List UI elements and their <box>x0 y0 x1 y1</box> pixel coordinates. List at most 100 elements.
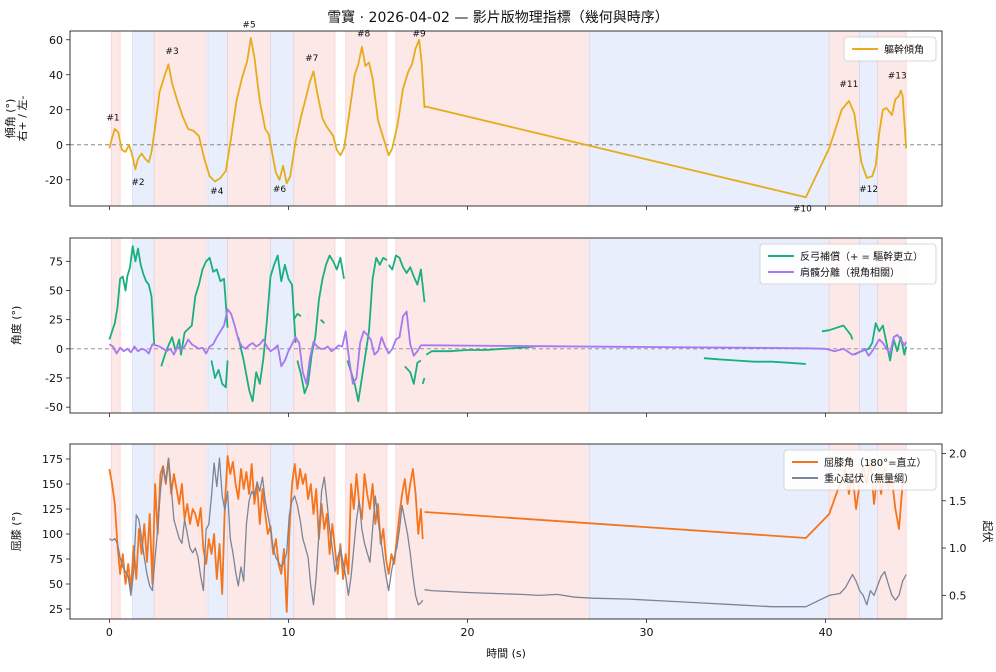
axes-frame <box>69 30 943 207</box>
series-1-line-segment <box>421 377 426 385</box>
y-tick-label: 50 <box>49 578 63 591</box>
y2-tick-label: 1.0 <box>949 542 967 555</box>
legend-box <box>843 36 937 62</box>
x-tick-label: 10 <box>281 626 295 639</box>
phase-band-red <box>395 31 590 206</box>
series-2-line-segment <box>109 457 424 606</box>
y-tick-label: 150 <box>42 478 63 491</box>
y2-tick-label: 1.5 <box>949 495 967 508</box>
phase-band-red <box>293 238 336 413</box>
series-1-line-segment <box>387 254 426 303</box>
series-1-line-segment <box>424 89 908 199</box>
y-tick-label: 0 <box>56 139 63 152</box>
phase-band-red <box>110 238 121 413</box>
phase-band-red <box>110 444 121 619</box>
legend-label: 屈膝角（180°=直立） <box>824 456 926 469</box>
peak-annotation: #1 <box>106 113 119 123</box>
phase-band-red <box>227 444 271 619</box>
y-tick-label: 20 <box>49 104 63 117</box>
series-2-line-segment <box>424 571 907 608</box>
legend-label: 肩髖分離（視角相關） <box>800 266 900 279</box>
peak-annotation: #12 <box>859 185 878 195</box>
x-tick-label: 30 <box>640 626 654 639</box>
peak-annotation: #2 <box>131 178 144 188</box>
series-2-line-segment <box>108 308 908 385</box>
peak-annotation: #3 <box>165 47 178 57</box>
legend: 屈膝角（180°=直立） 重心起伏（無量綱） <box>783 449 937 491</box>
y-tick-label: 0 <box>56 343 63 356</box>
y-tick-label: 125 <box>42 503 63 516</box>
y2-axis-label: 起伏 <box>981 521 995 543</box>
phase-band-red <box>395 238 590 413</box>
y-tick-label: 25 <box>49 603 63 616</box>
legend-box <box>783 449 937 491</box>
series-1-line-segment <box>703 357 806 365</box>
panel-1: -20 0 20 40 60 傾角 (°) 右+ / 左- #1 #2 #3 #4 #5 #6 #7 #8 #… <box>3 21 943 214</box>
phase-band-blue <box>588 31 830 206</box>
legend-box <box>759 243 937 285</box>
phase-band-red <box>345 31 388 206</box>
legend-label: 軀幹傾角 <box>884 43 924 56</box>
y-axis-label: 屈膝 (°) <box>10 512 23 552</box>
series-1-line-segment <box>108 455 424 613</box>
phase-band-red <box>110 31 121 206</box>
y-axis-label: 角度 (°) <box>9 306 23 346</box>
panels: -20 0 20 40 60 傾角 (°) 右+ / 左- #1 #2 #3 #4 #5 #6 #7 #8 #… <box>3 21 995 640</box>
legend: 軀幹傾角 <box>843 36 937 62</box>
y-tick-label: -50 <box>45 401 63 414</box>
y-axis-label: 右+ / 左- <box>15 96 29 142</box>
x-tick-label: 40 <box>819 626 833 639</box>
phase-bands <box>110 31 907 206</box>
series-1-line-segment <box>210 360 229 389</box>
chart-title: 雪寶 · 2026-04-02 — 影片版物理指標（幾何與時序） <box>327 10 669 26</box>
x-tick-label: 20 <box>461 626 475 639</box>
peak-annotation: #5 <box>242 21 255 31</box>
legend-label: 反弓補償（+ = 驅幹更立） <box>800 250 923 263</box>
y-tick-label: 75 <box>49 553 63 566</box>
peak-annotation: #4 <box>210 187 224 197</box>
y-tick-label: -25 <box>45 372 63 385</box>
legend-label: 重心起伏（無量綱） <box>824 472 914 485</box>
series-1-line-segment <box>108 245 156 345</box>
phase-band-red <box>153 238 207 413</box>
y-axis-label: 傾角 (°) <box>3 99 17 139</box>
series-1-line-segment <box>821 324 854 340</box>
y2-tick-label: 2.0 <box>949 447 967 460</box>
x-axis-label: 時間 (s) <box>486 647 526 660</box>
y-tick-label: 50 <box>49 285 63 298</box>
series-1-line-segment <box>296 254 345 395</box>
peak-annotation: #9 <box>413 29 427 39</box>
series-1-line-segment <box>237 254 297 403</box>
peak-annotation: #7 <box>305 54 318 64</box>
axes-frame <box>69 237 943 414</box>
series-1-line-segment <box>160 256 229 367</box>
y-tick-label: 40 <box>49 69 63 82</box>
series-lines <box>108 245 908 403</box>
phase-bands <box>110 444 907 619</box>
y-tick-label: 75 <box>49 255 63 268</box>
peak-annotation: #13 <box>888 71 907 81</box>
y-tick-label: 175 <box>42 453 63 466</box>
legend: 反弓補償（+ = 驅幹更立） 肩髖分離（視角相關） <box>759 243 937 285</box>
series-1-line-segment <box>293 312 302 321</box>
y-tick-label: 60 <box>49 34 63 47</box>
phase-band-red <box>153 31 207 206</box>
y-tick-label: 25 <box>49 314 63 327</box>
phase-band-blue <box>132 238 155 413</box>
x-tick-label: 0 <box>106 626 113 639</box>
series-lines <box>108 37 908 199</box>
series-1-line-segment <box>108 37 426 185</box>
series-1-line-segment <box>320 319 325 324</box>
y2-tick-label: 0.5 <box>949 589 967 602</box>
phase-band-blue <box>270 31 295 206</box>
series-1-line-segment <box>404 359 422 385</box>
y-tick-label: 100 <box>42 528 63 541</box>
panel-2: -50 -25 0 25 50 75 角度 (°) 反弓補償（+ = 驅幹更立） 肩髖分離（視角… <box>9 237 943 417</box>
y-tick-label: -20 <box>45 174 63 187</box>
series-1-line-segment <box>425 345 536 356</box>
peak-annotation: #8 <box>357 29 371 39</box>
peak-annotation: #10 <box>793 204 812 214</box>
panel-3: 25 50 75 100 125 150 175 0.5 1.0 1.5 2.0 起伏 0 10 20 30 4… <box>10 443 995 639</box>
